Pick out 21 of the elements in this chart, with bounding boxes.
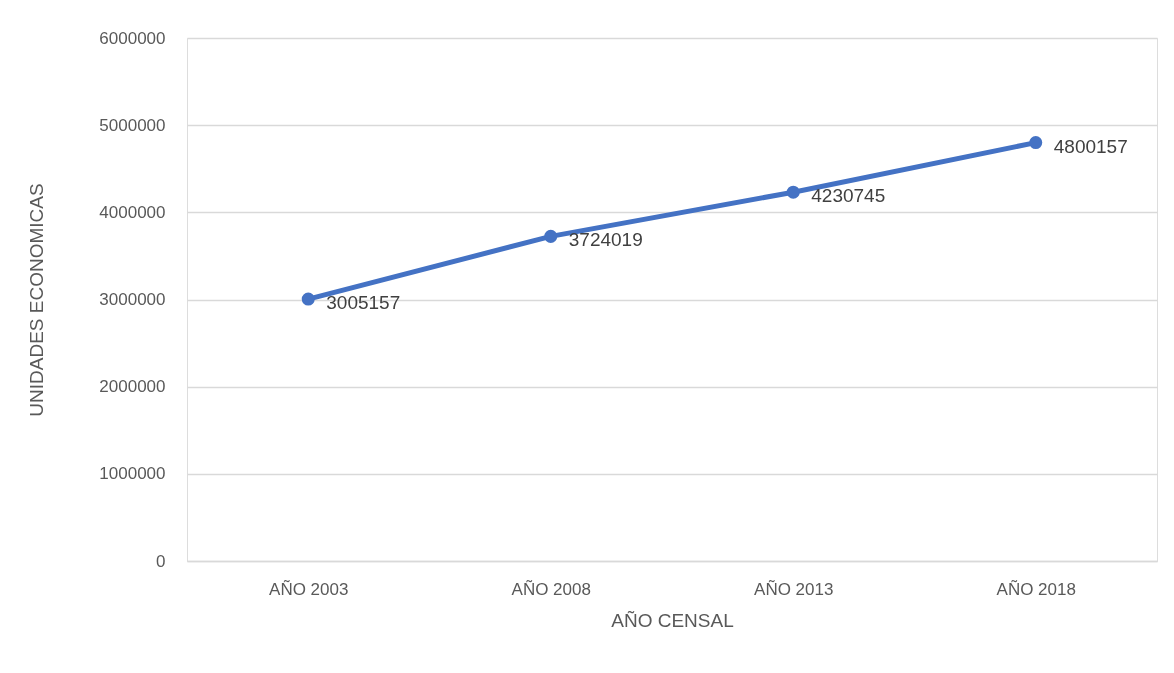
data-label: 3724019 (568, 229, 643, 251)
y-tick-label: 6000000 (99, 28, 166, 48)
data-label: 3005157 (326, 292, 401, 314)
x-axis-title: AÑO CENSAL (611, 609, 734, 631)
point (1029, 136, 1043, 150)
point (544, 229, 558, 243)
point (301, 292, 315, 306)
y-tick-label: 0 (156, 551, 166, 571)
data-label: 4800157 (1053, 135, 1128, 157)
y-tick-label: 2000000 (99, 377, 166, 397)
x-tick-label: AÑO 2003 (269, 579, 349, 599)
y-tick-label: 5000000 (99, 115, 166, 135)
y-tick-label: 1000000 (99, 464, 166, 484)
x-tick-label: AÑO 2013 (754, 579, 834, 599)
data-label: 4230745 (811, 185, 886, 207)
x-tick-label: AÑO 2008 (511, 579, 591, 599)
x-tick-label: AÑO 2018 (996, 579, 1076, 599)
point (786, 185, 800, 199)
y-tick-label: 3000000 (99, 290, 166, 309)
y-tick-label: 4000000 (99, 202, 166, 222)
y-axis-title: UNIDADES ECONOMICAS (26, 183, 48, 417)
